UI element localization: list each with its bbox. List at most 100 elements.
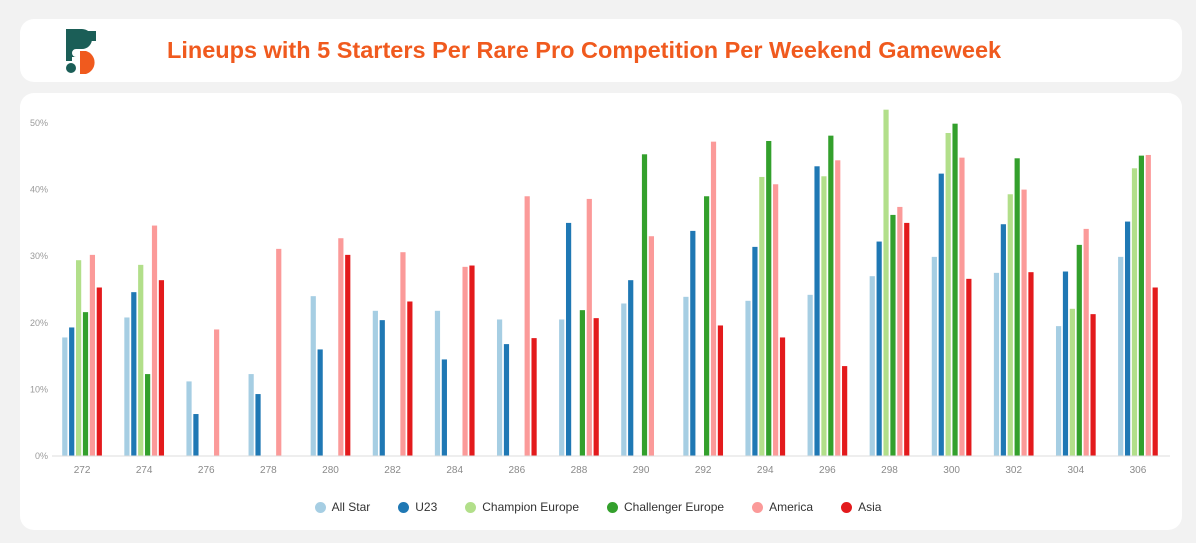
bar-america-272[interactable] bbox=[89, 254, 96, 456]
bar-all-star-280[interactable] bbox=[310, 296, 316, 456]
bar-all-star-292[interactable] bbox=[683, 296, 689, 456]
bar-america-286[interactable] bbox=[524, 196, 530, 456]
bar-u23-294[interactable] bbox=[752, 246, 758, 456]
bar-all-star-288[interactable] bbox=[559, 319, 565, 456]
bar-u23-280[interactable] bbox=[317, 349, 323, 456]
bar-asia-302[interactable] bbox=[1028, 272, 1034, 456]
bar-u23-276[interactable] bbox=[193, 414, 199, 456]
bar-challenger-europe-292[interactable] bbox=[704, 196, 710, 456]
bar-challenger-europe-274[interactable] bbox=[145, 374, 151, 456]
bar-america-274[interactable] bbox=[151, 225, 158, 456]
bar-u23-296[interactable] bbox=[814, 166, 820, 457]
bar-champion-europe-306[interactable] bbox=[1131, 168, 1138, 457]
bar-champion-europe-274[interactable] bbox=[138, 264, 144, 456]
bar-all-star-304[interactable] bbox=[1055, 326, 1062, 456]
bar-america-292[interactable] bbox=[710, 141, 717, 456]
bar-america-298[interactable] bbox=[897, 206, 903, 456]
bar-champion-europe-300[interactable] bbox=[945, 132, 951, 457]
bar-all-star-284[interactable] bbox=[434, 310, 441, 456]
legend-swatch-icon bbox=[607, 501, 618, 513]
bar-america-282[interactable] bbox=[400, 252, 406, 456]
bar-america-294[interactable] bbox=[773, 184, 779, 456]
bar-asia-274[interactable] bbox=[158, 280, 165, 456]
bar-all-star-276[interactable] bbox=[186, 381, 192, 456]
bar-challenger-europe-300[interactable] bbox=[952, 123, 958, 457]
bar-champion-europe-296[interactable] bbox=[821, 176, 827, 456]
legend-item[interactable]: Champion Europe bbox=[465, 500, 579, 514]
bar-u23-286[interactable] bbox=[503, 344, 510, 456]
bar-asia-298[interactable] bbox=[904, 222, 910, 456]
x-tick-label: 286 bbox=[508, 465, 525, 476]
bar-all-star-294[interactable] bbox=[745, 300, 751, 456]
bar-challenger-europe-296[interactable] bbox=[828, 135, 834, 456]
bar-champion-europe-302[interactable] bbox=[1007, 194, 1013, 456]
bar-asia-280[interactable] bbox=[345, 254, 351, 456]
bar-america-288[interactable] bbox=[586, 198, 592, 457]
bar-u23-298[interactable] bbox=[876, 241, 882, 456]
bar-asia-300[interactable] bbox=[966, 278, 972, 456]
bar-u23-304[interactable] bbox=[1062, 271, 1069, 456]
bar-challenger-europe-290[interactable] bbox=[641, 154, 648, 457]
bar-all-star-300[interactable] bbox=[931, 256, 937, 456]
bar-challenger-europe-294[interactable] bbox=[766, 140, 772, 457]
bar-america-278[interactable] bbox=[276, 248, 282, 456]
bar-u23-274[interactable] bbox=[131, 292, 137, 456]
bar-u23-288[interactable] bbox=[565, 222, 572, 456]
bar-america-276[interactable] bbox=[214, 329, 220, 456]
legend-item[interactable]: All Star bbox=[314, 500, 370, 514]
bar-all-star-278[interactable] bbox=[248, 374, 254, 456]
bar-challenger-europe-304[interactable] bbox=[1076, 244, 1082, 456]
bar-asia-296[interactable] bbox=[842, 366, 848, 456]
bar-u23-292[interactable] bbox=[690, 230, 696, 456]
bar-all-star-286[interactable] bbox=[496, 319, 503, 456]
bar-u23-284[interactable] bbox=[441, 359, 447, 456]
bar-all-star-298[interactable] bbox=[869, 276, 875, 456]
legend-item[interactable]: Challenger Europe bbox=[607, 500, 724, 514]
bar-champion-europe-298[interactable] bbox=[883, 109, 889, 457]
bar-u23-272[interactable] bbox=[69, 327, 75, 456]
bar-asia-272[interactable] bbox=[96, 287, 102, 457]
bar-asia-284[interactable] bbox=[469, 265, 475, 456]
bar-challenger-europe-288[interactable] bbox=[579, 310, 585, 456]
bar-u23-282[interactable] bbox=[379, 320, 385, 456]
bar-america-296[interactable] bbox=[835, 160, 841, 457]
bar-u23-302[interactable] bbox=[1000, 224, 1006, 456]
legend-item[interactable]: Asia bbox=[841, 500, 881, 514]
bar-all-star-272[interactable] bbox=[62, 337, 68, 456]
bar-u23-300[interactable] bbox=[938, 173, 944, 456]
bar-america-302[interactable] bbox=[1021, 189, 1027, 456]
bar-asia-292[interactable] bbox=[717, 325, 724, 456]
bar-challenger-europe-272[interactable] bbox=[82, 312, 89, 456]
bar-asia-306[interactable] bbox=[1152, 287, 1158, 457]
bar-asia-294[interactable] bbox=[779, 337, 786, 456]
bar-america-280[interactable] bbox=[338, 238, 344, 456]
bar-america-284[interactable] bbox=[462, 266, 468, 456]
bar-all-star-290[interactable] bbox=[621, 303, 627, 456]
bar-asia-288[interactable] bbox=[593, 318, 599, 456]
bar-champion-europe-294[interactable] bbox=[759, 176, 765, 456]
bar-asia-282[interactable] bbox=[407, 301, 413, 456]
bar-u23-278[interactable] bbox=[255, 394, 261, 456]
bar-asia-286[interactable] bbox=[531, 338, 537, 456]
bar-challenger-europe-298[interactable] bbox=[890, 214, 896, 456]
bar-america-304[interactable] bbox=[1083, 228, 1089, 456]
bar-u23-290[interactable] bbox=[628, 280, 634, 456]
bar-all-star-274[interactable] bbox=[124, 317, 130, 456]
bar-champion-europe-272[interactable] bbox=[76, 260, 82, 456]
y-tick-label: 10% bbox=[30, 384, 48, 394]
bar-challenger-europe-306[interactable] bbox=[1138, 155, 1144, 456]
bar-all-star-306[interactable] bbox=[1118, 256, 1124, 456]
bar-champion-europe-304[interactable] bbox=[1069, 308, 1075, 456]
legend-item[interactable]: America bbox=[752, 500, 813, 514]
bar-america-300[interactable] bbox=[959, 157, 965, 456]
bar-challenger-europe-302[interactable] bbox=[1014, 158, 1020, 457]
bar-asia-304[interactable] bbox=[1090, 314, 1096, 456]
bar-america-306[interactable] bbox=[1145, 154, 1151, 456]
bar-all-star-302[interactable] bbox=[993, 272, 1000, 456]
legend-item[interactable]: U23 bbox=[398, 500, 437, 514]
bar-all-star-282[interactable] bbox=[372, 310, 378, 456]
bar-u23-306[interactable] bbox=[1124, 221, 1131, 456]
bar-all-star-296[interactable] bbox=[807, 294, 813, 456]
x-tick-label: 292 bbox=[695, 465, 712, 476]
bar-america-290[interactable] bbox=[648, 236, 655, 456]
